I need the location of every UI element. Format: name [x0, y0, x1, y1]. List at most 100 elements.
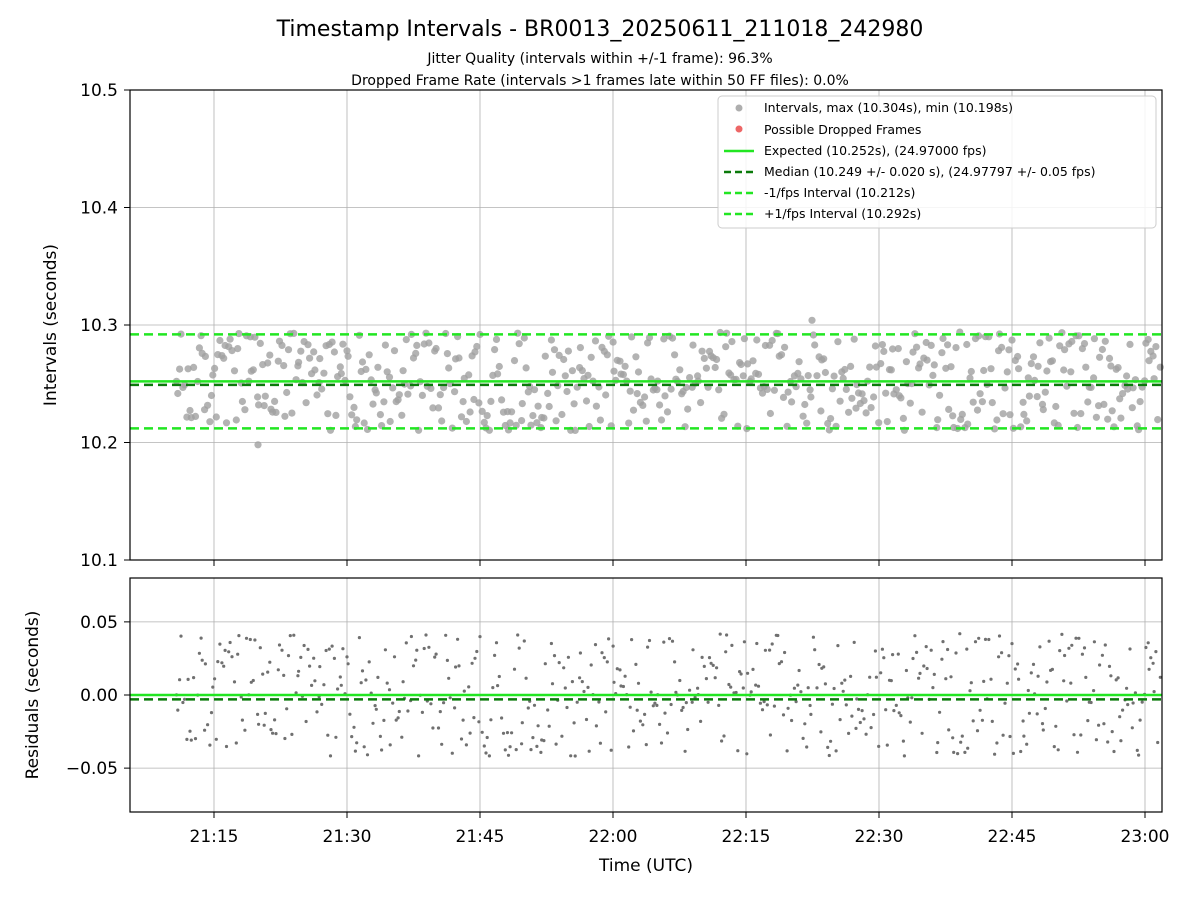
- interval-point: [626, 387, 634, 395]
- residual-point: [944, 677, 948, 681]
- residual-point: [431, 726, 435, 730]
- interval-point: [689, 341, 697, 349]
- interval-reference-lines: [130, 333, 1162, 430]
- residual-point: [392, 655, 397, 659]
- residual-point: [847, 731, 851, 736]
- intervals-y-ticks: 10.1 10.2 10.3 10.4 10.5: [80, 81, 130, 571]
- residual-point: [1054, 724, 1058, 728]
- residual-point: [367, 660, 371, 664]
- interval-point: [892, 386, 900, 394]
- interval-point: [318, 385, 326, 393]
- residual-point: [681, 705, 685, 710]
- interval-point: [249, 366, 257, 374]
- residual-point: [1043, 706, 1047, 711]
- residual-point: [514, 748, 518, 752]
- residual-point: [286, 654, 291, 658]
- interval-point: [1043, 367, 1051, 375]
- interval-point: [399, 367, 407, 375]
- residual-point: [411, 664, 416, 668]
- residual-point: [371, 721, 375, 725]
- residual-point: [806, 686, 810, 690]
- interval-point: [702, 364, 711, 372]
- residual-point: [240, 718, 244, 722]
- residual-point: [453, 706, 457, 710]
- interval-point: [811, 341, 819, 349]
- residual-point: [516, 633, 520, 637]
- interval-point: [987, 365, 995, 373]
- interval-point: [568, 367, 577, 375]
- interval-point: [639, 401, 647, 409]
- residual-point: [864, 732, 868, 736]
- residual-point: [339, 683, 343, 687]
- residual-point: [872, 712, 876, 717]
- residual-point: [904, 668, 909, 673]
- residual-point: [792, 686, 797, 690]
- residual-point: [427, 645, 431, 649]
- interval-point: [1070, 409, 1078, 417]
- residual-point: [266, 670, 270, 674]
- residual-point: [1110, 730, 1114, 734]
- residual-point: [478, 635, 482, 639]
- residual-point: [700, 655, 704, 660]
- residual-point: [447, 676, 451, 680]
- interval-point: [445, 364, 453, 372]
- residual-point: [638, 719, 643, 723]
- interval-point: [653, 386, 661, 394]
- interval-point: [858, 390, 866, 398]
- residual-point: [874, 675, 879, 679]
- residual-point: [830, 702, 835, 706]
- interval-point: [1027, 360, 1035, 368]
- interval-point: [220, 354, 228, 362]
- x-tick-label: 23:00: [1121, 827, 1170, 847]
- legend-label-median: Median (10.249 +/- 0.020 s), (24.97797 +…: [764, 164, 1095, 179]
- interval-point: [395, 391, 403, 399]
- interval-point: [660, 335, 668, 343]
- residual-point: [768, 733, 773, 737]
- interval-point: [398, 411, 406, 419]
- residual-point: [496, 684, 500, 688]
- residual-point: [1041, 728, 1045, 732]
- residual-point: [594, 724, 599, 728]
- residual-point: [706, 700, 710, 704]
- interval-point: [457, 413, 466, 421]
- interval-point: [438, 417, 446, 425]
- residual-point: [318, 665, 322, 669]
- residual-point: [578, 651, 583, 655]
- interval-point: [1033, 393, 1041, 401]
- interval-point: [306, 354, 314, 362]
- interval-point: [1041, 388, 1049, 396]
- interval-point: [711, 363, 719, 372]
- residual-point: [725, 633, 729, 637]
- residual-point: [1017, 677, 1021, 681]
- interval-point: [280, 362, 288, 370]
- residual-point: [434, 652, 438, 656]
- interval-point: [947, 363, 955, 371]
- residual-point: [176, 708, 180, 712]
- interval-point: [256, 339, 264, 347]
- residual-point: [713, 676, 717, 680]
- interval-point: [541, 352, 549, 360]
- interval-point: [261, 392, 269, 400]
- residual-point: [320, 702, 324, 707]
- interval-point: [663, 408, 672, 416]
- residual-point: [181, 700, 185, 705]
- residual-point: [741, 686, 745, 690]
- residual-point: [192, 676, 196, 680]
- residual-point: [575, 700, 579, 704]
- residual-point: [823, 682, 828, 686]
- residual-point: [949, 675, 953, 679]
- interval-point: [668, 334, 677, 342]
- residual-point: [975, 729, 980, 733]
- residual-point: [727, 682, 731, 687]
- interval-point: [1100, 400, 1108, 408]
- residual-point: [977, 636, 981, 640]
- residual-point: [508, 745, 512, 749]
- intervals-x-ticks: [213, 560, 1146, 566]
- interval-point: [1020, 410, 1028, 418]
- residual-point: [852, 640, 856, 645]
- interval-point: [877, 360, 885, 368]
- residual-point: [746, 671, 750, 675]
- residual-point: [1100, 653, 1104, 657]
- interval-point: [993, 416, 1001, 424]
- interval-point: [870, 393, 878, 401]
